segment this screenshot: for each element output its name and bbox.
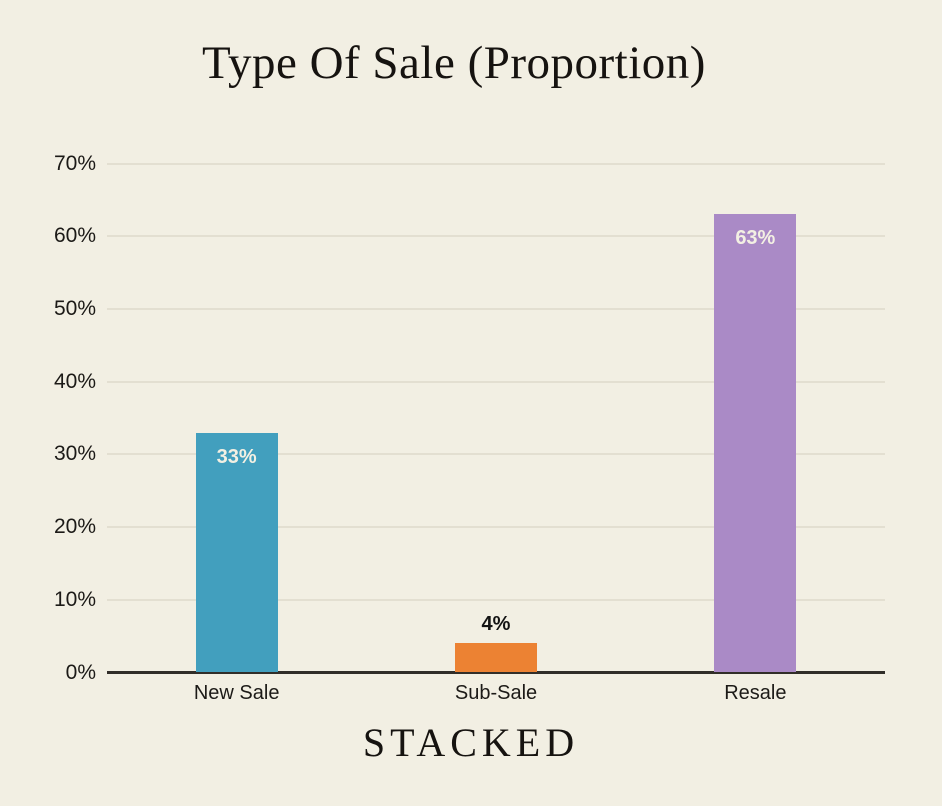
gridline-50 bbox=[107, 307, 885, 310]
bar-value-new-sale: 33% bbox=[216, 445, 257, 468]
gridline-30 bbox=[107, 453, 885, 456]
bar-value-sub-sale: 4% bbox=[481, 613, 511, 636]
brand-logo-stacked: STACKED bbox=[362, 720, 580, 765]
x-axis-tick-label-sub-sale: Sub-Sale bbox=[454, 682, 538, 704]
gridline-20 bbox=[107, 526, 885, 529]
y-axis-tick-label: 60% bbox=[53, 224, 96, 248]
y-axis-tick-label: 0% bbox=[65, 660, 96, 684]
bar-resale bbox=[714, 214, 797, 673]
y-axis-tick-label: 30% bbox=[53, 442, 96, 466]
bar-new-sale bbox=[195, 432, 278, 673]
bar-sub-sale bbox=[455, 643, 537, 673]
x-axis-line bbox=[107, 671, 885, 674]
gridline-40 bbox=[107, 380, 885, 383]
gridline-10 bbox=[107, 598, 885, 601]
chart-title: Type Of Sale (Proportion) bbox=[202, 37, 706, 89]
gridline-70 bbox=[107, 162, 885, 165]
y-axis-tick-label: 40% bbox=[53, 369, 96, 393]
x-axis-tick-label-new-sale: New Sale bbox=[193, 682, 280, 704]
gridline-60 bbox=[107, 235, 885, 238]
y-axis-tick-label: 20% bbox=[53, 515, 96, 539]
x-axis-tick-label-resale: Resale bbox=[724, 682, 787, 704]
y-axis-tick-label: 50% bbox=[53, 296, 96, 320]
bar-value-resale: 63% bbox=[735, 227, 776, 250]
y-axis-tick-label: 70% bbox=[53, 151, 96, 175]
y-axis-tick-label: 10% bbox=[53, 587, 96, 611]
